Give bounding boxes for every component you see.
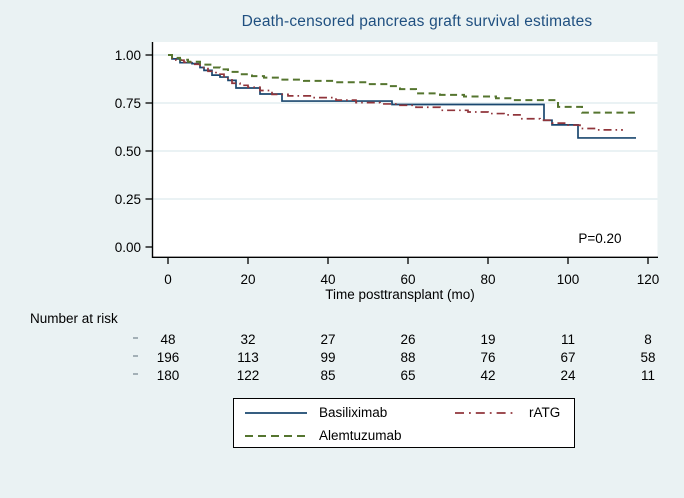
y-tick-label: 0.75	[115, 96, 141, 111]
legend-item-label: rATG	[529, 405, 561, 420]
survival-plot: 0.00 0.25 0.50 0.75 1.00 0 20 40 60 80 100 120	[115, 42, 660, 287]
risk-count: 24	[560, 368, 576, 383]
risk-count: 11	[560, 332, 575, 347]
legend-item-label: Alemtuzumab	[319, 428, 402, 443]
x-tick-label: 0	[164, 272, 172, 287]
x-tick-label: 120	[637, 272, 660, 287]
legend-item-label: Basiliximab	[319, 405, 388, 420]
risk-row-marker	[133, 373, 138, 375]
x-tick-label: 40	[320, 272, 335, 287]
y-tick-label: 0.00	[115, 240, 141, 255]
risk-count: 8	[644, 332, 652, 347]
risk-count: 113	[237, 350, 259, 365]
survival-curve-alemtuzumab	[168, 54, 636, 114]
risk-count: 99	[320, 350, 336, 365]
risk-count: 32	[240, 332, 256, 347]
legend: Basiliximab rATG Alemtuzumab	[233, 398, 575, 448]
legend-item-alemtuzumab: Alemtuzumab	[244, 428, 454, 443]
plot-area	[152, 42, 658, 257]
legend-line-sample	[455, 411, 517, 414]
risk-count: 180	[156, 368, 180, 383]
risk-count: 19	[480, 332, 496, 347]
legend-line-sample	[245, 434, 307, 437]
risk-count: 11	[640, 368, 655, 383]
chart-title: Death-censored pancreas graft survival e…	[241, 13, 593, 30]
risk-count: 122	[236, 368, 260, 383]
risk-count: 88	[400, 350, 416, 365]
risk-count: 42	[480, 368, 496, 383]
risk-table-title: Number at risk	[30, 311, 118, 326]
y-tick-label: 0.25	[115, 192, 141, 207]
risk-count: 67	[560, 350, 576, 365]
legend-item-ratg: rATG	[454, 405, 574, 420]
risk-count: 58	[640, 350, 656, 365]
x-tick-label: 20	[240, 272, 255, 287]
legend-line-sample	[245, 411, 307, 414]
risk-count: 76	[480, 350, 496, 365]
p-value-annotation: P=0.20	[578, 231, 622, 246]
y-tick-label: 1.00	[115, 48, 141, 63]
risk-count: 27	[320, 332, 336, 347]
risk-count: 65	[400, 368, 416, 383]
x-axis-label: Time posttransplant (mo)	[325, 287, 475, 302]
risk-count: 85	[320, 368, 336, 383]
risk-row-marker	[133, 355, 138, 357]
risk-count: 26	[400, 332, 416, 347]
y-tick-label: 0.50	[115, 144, 141, 159]
legend-item-basiliximab: Basiliximab	[244, 405, 454, 420]
risk-count: 48	[160, 332, 176, 347]
x-tick-label: 100	[557, 272, 580, 287]
risk-count: 196	[156, 350, 180, 365]
x-tick-label: 60	[400, 272, 415, 287]
x-tick-label: 80	[480, 272, 495, 287]
risk-row-marker	[133, 337, 138, 339]
